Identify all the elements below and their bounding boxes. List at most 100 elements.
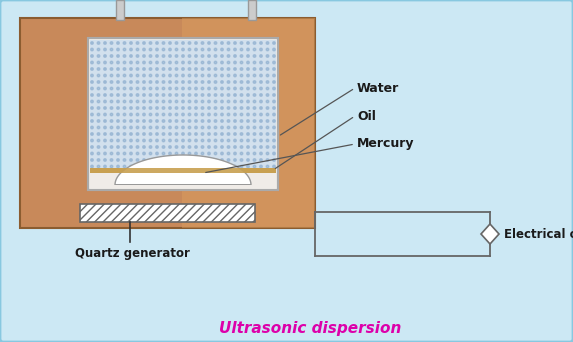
Circle shape (188, 139, 191, 142)
Circle shape (195, 107, 197, 109)
Circle shape (234, 165, 236, 168)
Circle shape (129, 159, 132, 161)
Circle shape (201, 55, 204, 57)
Circle shape (266, 48, 269, 51)
Circle shape (201, 133, 204, 135)
Circle shape (188, 55, 191, 57)
Circle shape (214, 146, 217, 148)
Circle shape (260, 152, 262, 155)
Circle shape (188, 68, 191, 70)
Circle shape (214, 74, 217, 77)
Circle shape (156, 152, 158, 155)
Circle shape (273, 113, 275, 116)
Circle shape (227, 120, 230, 122)
Circle shape (240, 42, 243, 44)
Circle shape (227, 48, 230, 51)
Circle shape (143, 139, 146, 142)
Bar (90, 168, 276, 173)
Circle shape (266, 133, 269, 135)
Circle shape (273, 61, 275, 64)
Circle shape (110, 120, 113, 122)
Circle shape (201, 159, 204, 161)
Circle shape (253, 55, 256, 57)
Circle shape (240, 120, 243, 122)
Circle shape (273, 87, 275, 90)
Circle shape (104, 42, 107, 44)
Circle shape (129, 55, 132, 57)
Circle shape (195, 61, 197, 64)
Circle shape (162, 94, 165, 96)
Circle shape (123, 159, 126, 161)
Circle shape (207, 133, 210, 135)
Circle shape (168, 165, 171, 168)
Circle shape (221, 81, 223, 83)
Circle shape (136, 42, 139, 44)
Circle shape (253, 113, 256, 116)
Circle shape (221, 165, 223, 168)
Circle shape (240, 139, 243, 142)
Circle shape (201, 139, 204, 142)
Circle shape (117, 126, 119, 129)
Circle shape (156, 159, 158, 161)
Circle shape (214, 94, 217, 96)
Circle shape (168, 48, 171, 51)
Circle shape (117, 107, 119, 109)
Circle shape (227, 87, 230, 90)
Circle shape (104, 159, 107, 161)
Circle shape (168, 113, 171, 116)
Circle shape (162, 100, 165, 103)
Circle shape (168, 107, 171, 109)
Circle shape (201, 100, 204, 103)
Circle shape (273, 139, 275, 142)
Circle shape (266, 120, 269, 122)
Circle shape (273, 165, 275, 168)
Circle shape (97, 81, 100, 83)
Circle shape (182, 100, 185, 103)
Circle shape (227, 152, 230, 155)
Circle shape (143, 61, 146, 64)
Circle shape (129, 100, 132, 103)
Circle shape (207, 159, 210, 161)
Bar (88, 38, 278, 190)
Circle shape (182, 87, 185, 90)
Circle shape (227, 42, 230, 44)
Circle shape (104, 94, 107, 96)
Circle shape (162, 74, 165, 77)
Circle shape (175, 100, 178, 103)
Circle shape (253, 133, 256, 135)
Circle shape (149, 146, 152, 148)
Circle shape (97, 165, 100, 168)
Circle shape (247, 139, 249, 142)
Circle shape (149, 107, 152, 109)
Circle shape (253, 81, 256, 83)
Circle shape (104, 126, 107, 129)
Circle shape (156, 94, 158, 96)
Circle shape (207, 152, 210, 155)
Circle shape (260, 74, 262, 77)
Circle shape (240, 94, 243, 96)
Circle shape (162, 159, 165, 161)
Circle shape (162, 120, 165, 122)
Circle shape (162, 126, 165, 129)
Text: Ultrasonic dispersion: Ultrasonic dispersion (219, 320, 401, 336)
Circle shape (97, 74, 100, 77)
Circle shape (201, 87, 204, 90)
Circle shape (129, 74, 132, 77)
Text: Water: Water (357, 81, 399, 94)
Circle shape (240, 146, 243, 148)
Circle shape (188, 48, 191, 51)
Circle shape (260, 113, 262, 116)
Circle shape (156, 120, 158, 122)
Circle shape (104, 74, 107, 77)
Circle shape (110, 61, 113, 64)
Circle shape (123, 48, 126, 51)
Circle shape (247, 100, 249, 103)
Circle shape (110, 126, 113, 129)
Circle shape (214, 120, 217, 122)
Circle shape (168, 139, 171, 142)
Circle shape (273, 152, 275, 155)
Circle shape (156, 61, 158, 64)
Circle shape (168, 133, 171, 135)
Circle shape (104, 61, 107, 64)
Circle shape (175, 94, 178, 96)
